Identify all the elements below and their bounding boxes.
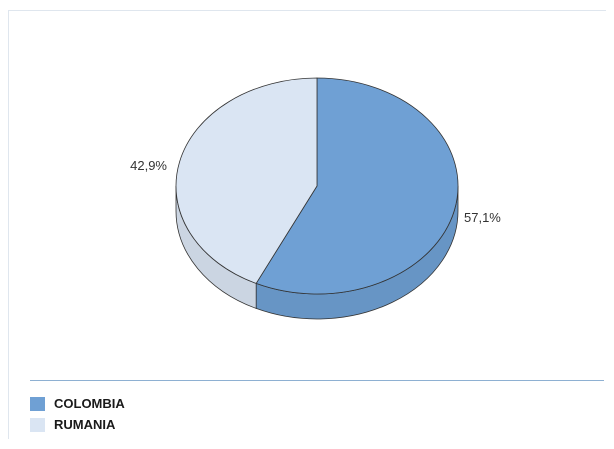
legend-label-colombia: COLOMBIA — [54, 396, 125, 411]
legend-divider — [30, 380, 604, 381]
pie-layer — [175, 77, 459, 320]
slice-label-rumania: 42,9% — [130, 158, 167, 173]
slice-rumania — [175, 77, 318, 284]
slice-label-colombia: 57,1% — [464, 210, 501, 225]
chart-frame — [8, 10, 606, 439]
legend-item-rumania: RUMANIA — [30, 414, 125, 435]
legend-label-rumania: RUMANIA — [54, 417, 116, 432]
legend: COLOMBIA RUMANIA — [30, 393, 125, 435]
legend-swatch-colombia — [30, 396, 45, 411]
slice-colombia — [255, 77, 459, 295]
legend-swatch-rumania — [30, 417, 45, 432]
legend-item-colombia: COLOMBIA — [30, 393, 125, 414]
